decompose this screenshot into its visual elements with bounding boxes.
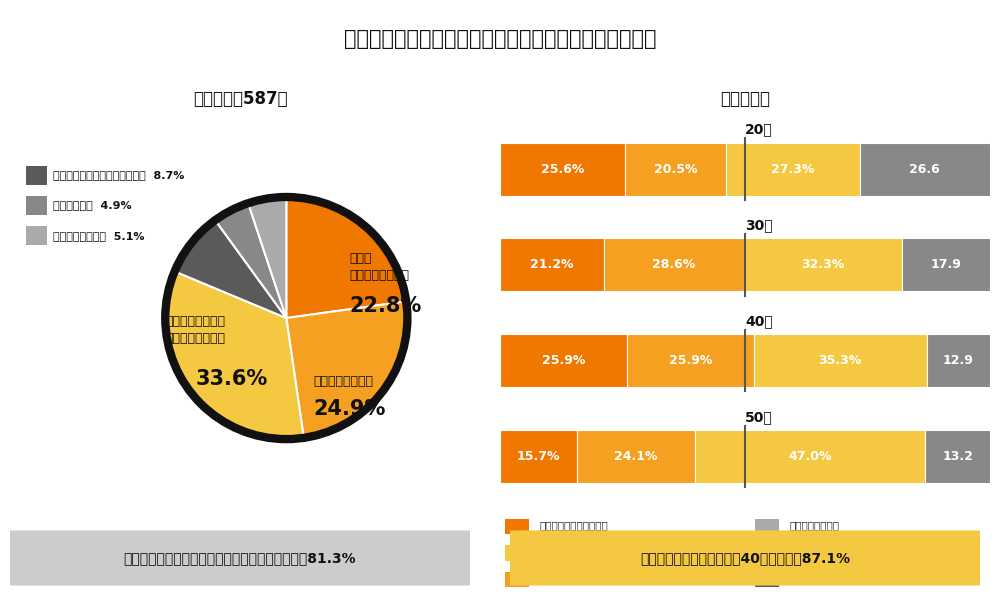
Text: 24.9%: 24.9% bbox=[313, 399, 385, 419]
Text: 33.6%: 33.6% bbox=[196, 368, 268, 389]
FancyBboxPatch shape bbox=[1, 530, 479, 586]
Text: 15.7%: 15.7% bbox=[517, 450, 560, 463]
Text: 26.6: 26.6 bbox=[909, 163, 940, 176]
Text: 「敏感になっている派」は40代が最多で87.1%: 「敏感になっている派」は40代が最多で87.1% bbox=[640, 551, 850, 565]
Text: 40代: 40代 bbox=[745, 314, 773, 328]
Text: 【年代別】: 【年代別】 bbox=[720, 90, 770, 108]
FancyBboxPatch shape bbox=[500, 334, 627, 388]
Text: どちらかといえば敏感ではない: どちらかといえば敏感ではない bbox=[789, 574, 877, 584]
Wedge shape bbox=[175, 220, 286, 318]
Text: どちらかといえば敏感になっている: どちらかといえば敏感になっている bbox=[539, 574, 639, 584]
Wedge shape bbox=[165, 271, 304, 439]
Text: 職場コミュニケーションでのハラスメントに対する意識: 職場コミュニケーションでのハラスメントに対する意識 bbox=[344, 29, 656, 49]
Text: ハラスメントに対して「敏感になっている派」が81.3%: ハラスメントに対して「敏感になっている派」が81.3% bbox=[124, 551, 356, 565]
FancyBboxPatch shape bbox=[860, 143, 990, 196]
Text: どちらかといえば
敏感になっている: どちらかといえば 敏感になっている bbox=[165, 315, 225, 345]
Text: 20.5%: 20.5% bbox=[654, 163, 697, 176]
Text: 全く敏感ではない  5.1%: 全く敏感ではない 5.1% bbox=[53, 231, 144, 241]
Text: 13.2: 13.2 bbox=[942, 450, 973, 463]
Text: 敏感ではない: 敏感ではない bbox=[789, 547, 827, 557]
Text: 敏感になっている: 敏感になっている bbox=[539, 547, 589, 557]
FancyBboxPatch shape bbox=[501, 530, 989, 586]
Text: 35.3%: 35.3% bbox=[819, 355, 862, 367]
Text: 25.6%: 25.6% bbox=[541, 163, 584, 176]
Text: 22.8%: 22.8% bbox=[349, 296, 422, 316]
Text: 30代: 30代 bbox=[745, 218, 773, 232]
Bar bbox=[505, 518, 529, 534]
Text: 20代: 20代 bbox=[745, 122, 773, 136]
Text: 25.9%: 25.9% bbox=[542, 355, 585, 367]
Text: とても敏感になっている: とても敏感になっている bbox=[539, 521, 608, 530]
Text: 50代: 50代 bbox=[745, 410, 773, 424]
Bar bbox=[505, 545, 529, 560]
Text: 24.1%: 24.1% bbox=[614, 450, 658, 463]
FancyBboxPatch shape bbox=[726, 143, 860, 196]
Wedge shape bbox=[215, 203, 286, 318]
Text: 21.2%: 21.2% bbox=[530, 259, 574, 271]
Bar bbox=[26, 166, 47, 185]
Text: 敏感ではない  4.9%: 敏感ではない 4.9% bbox=[53, 200, 131, 211]
Text: 敏感になっている: 敏感になっている bbox=[313, 374, 373, 388]
FancyBboxPatch shape bbox=[927, 334, 990, 388]
Text: 27.3%: 27.3% bbox=[771, 163, 814, 176]
FancyBboxPatch shape bbox=[695, 430, 925, 483]
Text: とても
敏感になっている: とても 敏感になっている bbox=[349, 252, 409, 282]
Wedge shape bbox=[248, 197, 286, 318]
FancyBboxPatch shape bbox=[500, 430, 577, 483]
Wedge shape bbox=[286, 197, 406, 318]
Text: 全く敏感ではない: 全く敏感ではない bbox=[789, 521, 839, 530]
FancyBboxPatch shape bbox=[500, 238, 604, 292]
Text: 28.6%: 28.6% bbox=[652, 259, 696, 271]
FancyBboxPatch shape bbox=[627, 334, 754, 388]
FancyBboxPatch shape bbox=[577, 430, 695, 483]
Bar bbox=[26, 196, 47, 215]
Bar bbox=[505, 572, 529, 587]
FancyBboxPatch shape bbox=[754, 334, 927, 388]
Wedge shape bbox=[286, 301, 407, 438]
FancyBboxPatch shape bbox=[744, 238, 902, 292]
Text: 12.9: 12.9 bbox=[943, 355, 974, 367]
Text: 17.9: 17.9 bbox=[931, 259, 962, 271]
Text: 25.9%: 25.9% bbox=[669, 355, 712, 367]
Bar bbox=[755, 545, 779, 560]
FancyBboxPatch shape bbox=[902, 238, 990, 292]
Bar bbox=[755, 518, 779, 534]
Bar bbox=[26, 226, 47, 245]
Text: 47.0%: 47.0% bbox=[788, 450, 832, 463]
FancyBboxPatch shape bbox=[604, 238, 744, 292]
FancyBboxPatch shape bbox=[625, 143, 726, 196]
Text: どちらかといえば敏感ではない  8.7%: どちらかといえば敏感ではない 8.7% bbox=[53, 170, 184, 180]
FancyBboxPatch shape bbox=[925, 430, 990, 483]
Text: 32.3%: 32.3% bbox=[802, 259, 845, 271]
Bar bbox=[755, 572, 779, 587]
Text: 全体集計：587人: 全体集計：587人 bbox=[193, 90, 287, 108]
FancyBboxPatch shape bbox=[500, 143, 625, 196]
